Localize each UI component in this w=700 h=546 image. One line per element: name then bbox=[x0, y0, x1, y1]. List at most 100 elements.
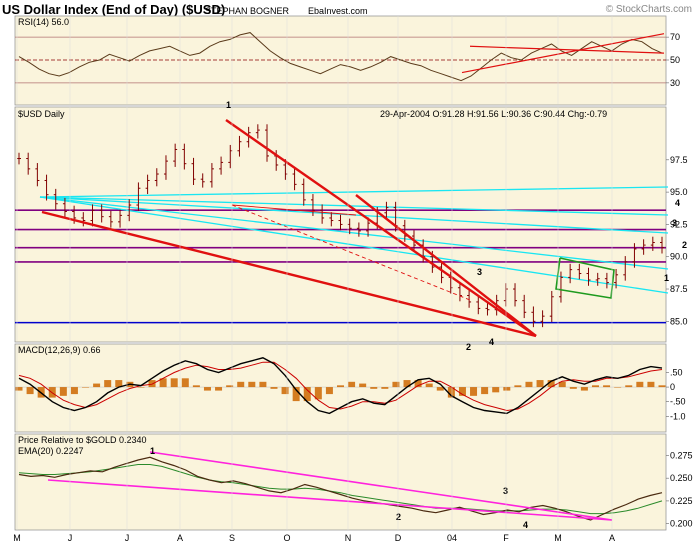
rsi-layer: 70 50 30 bbox=[15, 32, 680, 88]
macd-histogram-bar bbox=[436, 387, 444, 391]
macd-histogram-bar bbox=[270, 387, 278, 389]
price-tick-label: 85.0 bbox=[670, 316, 688, 326]
macd-histogram-bar bbox=[636, 381, 644, 388]
relative-tick-label: 0.275 bbox=[670, 450, 693, 460]
ema-line bbox=[18, 464, 663, 515]
macd-histogram-bar bbox=[226, 385, 234, 388]
rsi-panel bbox=[14, 15, 667, 106]
macd-histogram-bar bbox=[614, 387, 622, 388]
macd-histogram-bar bbox=[492, 387, 500, 393]
price-tick-label: 87.5 bbox=[670, 284, 688, 294]
relative-title: Price Relative to $GOLD 0.2340 bbox=[18, 435, 147, 445]
cyan-channel-line bbox=[39, 196, 669, 270]
relative-tick-label: 0.225 bbox=[670, 496, 693, 506]
magenta-trendline bbox=[47, 479, 613, 521]
macd-tick-label: -.50 bbox=[670, 397, 686, 407]
price-annotation: 4 bbox=[489, 337, 494, 347]
x-axis-label: M bbox=[554, 533, 562, 543]
macd-histogram-bar bbox=[370, 387, 378, 389]
macd-histogram-bar bbox=[137, 387, 145, 388]
author-label: STEPHAN BOGNER bbox=[205, 6, 290, 16]
macd-histogram-bar bbox=[558, 381, 566, 388]
macd-histogram-bar bbox=[569, 387, 577, 389]
macd-histogram-bar bbox=[381, 387, 389, 389]
price-annotation: 2 bbox=[466, 342, 471, 352]
x-axis-label: N bbox=[345, 533, 352, 543]
macd-histogram-bar bbox=[359, 383, 367, 388]
relative-annotation: 1 bbox=[150, 446, 155, 456]
macd-histogram-bar bbox=[514, 385, 522, 388]
price-info: 29-Apr-2004 O:91.28 H:91.56 L:90.36 C:90… bbox=[380, 109, 607, 119]
macd-histogram-bar bbox=[215, 387, 223, 391]
macd-histogram-bar bbox=[580, 387, 588, 391]
rsi-trendline bbox=[469, 45, 665, 54]
macd-panel bbox=[14, 343, 667, 433]
price-tick-label: 90.0 bbox=[670, 252, 688, 262]
relative-layer: 1 2 3 4 0.275 0.250 0.225 0.200 bbox=[18, 446, 693, 530]
macd-histogram-bar bbox=[203, 387, 211, 391]
macd-tick-label: 0 bbox=[670, 382, 675, 392]
price-tick-label: 97.5 bbox=[670, 155, 688, 165]
x-axis-label: 04 bbox=[447, 533, 457, 543]
ema-legend: EMA(20) 0.2247 bbox=[18, 446, 84, 456]
macd-histogram-bar bbox=[591, 385, 599, 388]
macd-histogram-bar bbox=[647, 381, 655, 388]
red-trendline bbox=[231, 204, 357, 216]
macd-histogram-bar bbox=[104, 380, 112, 388]
macd-histogram-bar bbox=[503, 387, 511, 391]
macd-histogram-bar bbox=[26, 387, 34, 395]
macd-histogram-bar bbox=[259, 381, 267, 388]
macd-histogram-bar bbox=[425, 383, 433, 388]
macd-histogram-bar bbox=[93, 383, 101, 388]
macd-histogram-bar bbox=[625, 385, 633, 388]
price-annotation: 3 bbox=[672, 218, 677, 228]
red-dashed-line bbox=[231, 204, 471, 301]
macd-histogram-bar bbox=[82, 387, 90, 388]
macd-histogram-bar bbox=[237, 381, 245, 388]
x-axis-label: J bbox=[125, 533, 130, 543]
rsi-trendline bbox=[461, 33, 665, 74]
green-triangle bbox=[555, 257, 615, 299]
macd-histogram-bar bbox=[70, 387, 78, 395]
macd-tick-label: .50 bbox=[670, 367, 683, 377]
rsi-tick-label: 30 bbox=[670, 78, 680, 88]
macd-histogram-bar bbox=[470, 387, 478, 396]
x-axis-label: M bbox=[13, 533, 21, 543]
price-annotation: 2 bbox=[682, 240, 687, 250]
macd-histogram-bar bbox=[281, 387, 289, 395]
rsi-line bbox=[18, 32, 663, 82]
macd-histogram-bar bbox=[458, 387, 466, 396]
macd-histogram-bar bbox=[414, 380, 422, 388]
relative-annotation: 4 bbox=[523, 520, 528, 530]
macd-histogram-bar bbox=[59, 387, 67, 396]
macd-signal-line bbox=[18, 361, 663, 412]
rsi-tick-label: 70 bbox=[670, 32, 680, 42]
macd-histogram-bar bbox=[248, 381, 256, 388]
macd-histogram-bar bbox=[547, 380, 555, 388]
x-axis-label: A bbox=[609, 533, 615, 543]
macd-histogram-bar bbox=[170, 378, 178, 388]
macd-histogram-bar bbox=[314, 387, 322, 400]
x-axis: M J J A S O N D 04 F M A bbox=[13, 16, 615, 543]
x-axis-label: O bbox=[283, 533, 290, 543]
macd-histogram-bar bbox=[658, 385, 666, 388]
relative-line bbox=[18, 456, 663, 521]
red-trendline bbox=[41, 210, 537, 338]
price-annotation: 1 bbox=[664, 273, 669, 283]
macd-histogram-bar bbox=[603, 385, 611, 388]
macd-histogram-bar bbox=[325, 387, 333, 395]
macd-histogram-bar bbox=[148, 380, 156, 388]
macd-layer: .50 0 -.50 -1.0 bbox=[15, 357, 686, 421]
price-tick-label: 95.0 bbox=[670, 187, 688, 197]
site-label: EbaInvest.com bbox=[308, 6, 368, 16]
relative-tick-label: 0.200 bbox=[670, 519, 693, 529]
relative-tick-label: 0.250 bbox=[670, 473, 693, 483]
cyan-channel-line bbox=[39, 186, 669, 198]
rsi-tick-label: 50 bbox=[670, 55, 680, 65]
macd-histogram-bar bbox=[447, 387, 455, 398]
x-axis-label: J bbox=[68, 533, 73, 543]
price-annotation: 1 bbox=[226, 100, 231, 110]
macd-title: MACD(12,26,9) 0.66 bbox=[18, 345, 101, 355]
price-annotation: 4 bbox=[675, 198, 680, 208]
